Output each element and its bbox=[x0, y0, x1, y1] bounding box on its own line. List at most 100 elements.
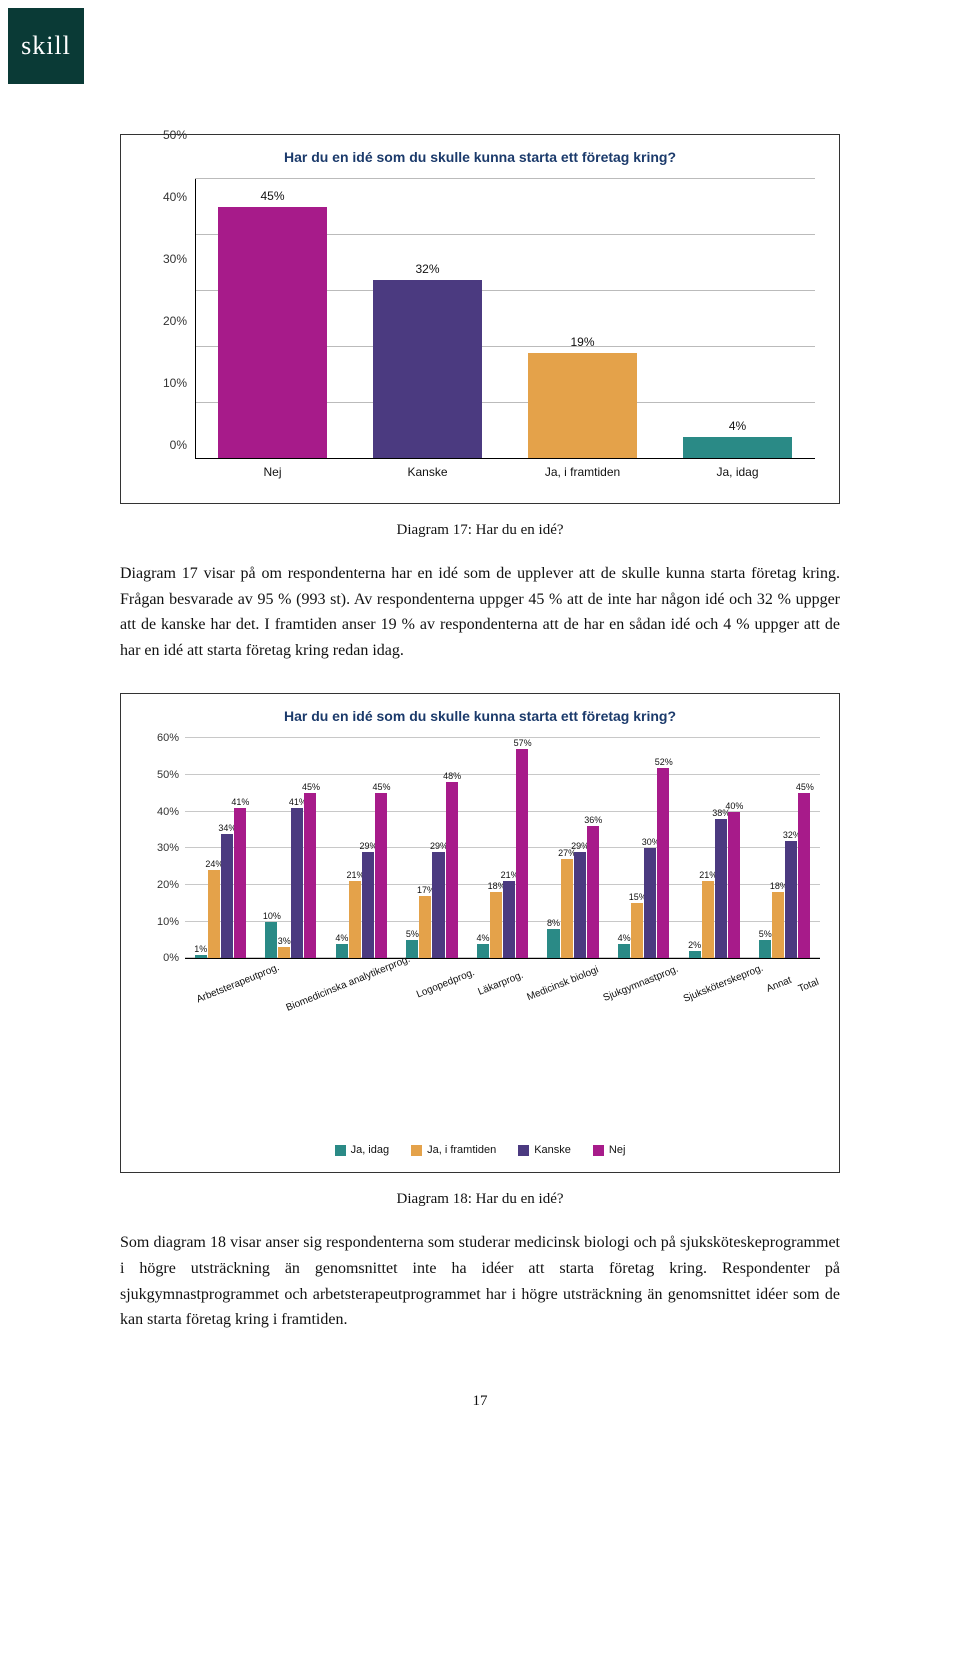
chart2-value-label: 36% bbox=[584, 815, 601, 826]
chart2-bar: 4% bbox=[336, 944, 348, 959]
chart2-bar: 45% bbox=[304, 793, 316, 958]
chart2-frame: Har du en idé som du skulle kunna starta… bbox=[120, 693, 840, 1173]
chart2-bar: 41% bbox=[234, 808, 246, 958]
chart2: 1%24%34%41%10%3%41%45%4%21%29%45%5%17%29… bbox=[135, 738, 825, 1138]
chart2-ytick: 40% bbox=[135, 806, 179, 818]
chart2-value-label: 21% bbox=[346, 870, 363, 881]
chart2-bar: 2% bbox=[689, 951, 701, 958]
chart2-bar: 48% bbox=[446, 782, 458, 958]
legend-label: Ja, idag bbox=[351, 1144, 390, 1156]
chart2-value-label: 4% bbox=[333, 933, 350, 944]
chart2-value-label: 21% bbox=[501, 870, 518, 881]
legend-label: Nej bbox=[609, 1144, 626, 1156]
chart2-title: Har du en idé som du skulle kunna starta… bbox=[135, 708, 825, 724]
chart2-value-label: 45% bbox=[302, 782, 319, 793]
chart1-value-label: 32% bbox=[373, 262, 482, 280]
chart2-value-label: 48% bbox=[443, 771, 460, 782]
chart1-xtick: Ja, i framtiden bbox=[505, 459, 660, 489]
chart2-value-label: 5% bbox=[404, 929, 421, 940]
chart2-bar: 15% bbox=[631, 903, 643, 958]
chart1-bar: 45% bbox=[218, 207, 327, 459]
chart1-title: Har du en idé som du skulle kunna starta… bbox=[135, 149, 825, 165]
chart2-xtick: Annat bbox=[758, 956, 798, 995]
chart2-value-label: 8% bbox=[545, 918, 562, 929]
chart2-caption: Diagram 18: Har du en idé? bbox=[120, 1191, 840, 1208]
chart2-value-label: 17% bbox=[417, 885, 434, 896]
chart2-value-label: 30% bbox=[642, 837, 659, 848]
chart1-value-label: 4% bbox=[683, 419, 792, 437]
legend-swatch bbox=[411, 1145, 422, 1156]
chart2-ytick: 0% bbox=[135, 952, 179, 964]
chart2-value-label: 57% bbox=[514, 738, 531, 749]
chart1-xtick: Nej bbox=[195, 459, 350, 489]
chart2-bar: 57% bbox=[516, 749, 528, 958]
chart2-value-label: 52% bbox=[655, 757, 672, 768]
chart1: 45% 32% 19% 4% NejKanskeJa, i framtidenJa, … bbox=[135, 179, 825, 489]
chart2-value-label: 34% bbox=[218, 823, 235, 834]
chart2-bar: 30% bbox=[644, 848, 656, 958]
chart1-value-label: 45% bbox=[218, 189, 327, 207]
paragraph-1: Diagram 17 visar på om respondenterna ha… bbox=[120, 561, 840, 663]
chart2-bar: 3% bbox=[278, 947, 290, 958]
chart1-xtick: Ja, idag bbox=[660, 459, 815, 489]
chart2-ytick: 10% bbox=[135, 916, 179, 928]
chart2-bar: 21% bbox=[503, 881, 515, 958]
chart1-frame: Har du en idé som du skulle kunna starta… bbox=[120, 134, 840, 504]
chart1-ytick: 50% bbox=[135, 128, 187, 142]
chart1-ytick: 10% bbox=[135, 376, 187, 390]
chart2-bar: 8% bbox=[547, 929, 559, 958]
chart2-value-label: 4% bbox=[616, 933, 633, 944]
chart2-value-label: 40% bbox=[725, 801, 742, 812]
chart2-value-label: 21% bbox=[699, 870, 716, 881]
legend-swatch bbox=[593, 1145, 604, 1156]
logo: skill bbox=[8, 8, 84, 84]
chart2-value-label: 18% bbox=[488, 881, 505, 892]
paragraph-2: Som diagram 18 visar anser sig responden… bbox=[120, 1230, 840, 1332]
chart2-value-label: 3% bbox=[276, 936, 293, 947]
chart2-value-label: 2% bbox=[686, 940, 703, 951]
chart2-value-label: 5% bbox=[757, 929, 774, 940]
legend-label: Kanske bbox=[534, 1144, 571, 1156]
chart2-bar: 21% bbox=[349, 881, 361, 958]
chart2-value-label: 4% bbox=[475, 933, 492, 944]
chart2-bar: 29% bbox=[362, 852, 374, 958]
chart2-bar: 24% bbox=[208, 870, 220, 958]
chart2-bar: 40% bbox=[728, 812, 740, 959]
chart1-xtick: Kanske bbox=[350, 459, 505, 489]
chart2-ytick: 50% bbox=[135, 769, 179, 781]
chart1-ytick: 40% bbox=[135, 190, 187, 204]
chart2-value-label: 29% bbox=[571, 841, 588, 852]
chart2-value-label: 41% bbox=[231, 797, 248, 808]
chart2-bar: 45% bbox=[375, 793, 387, 958]
chart1-value-label: 19% bbox=[528, 335, 637, 353]
chart1-caption: Diagram 17: Har du en idé? bbox=[120, 522, 840, 539]
chart2-ytick: 60% bbox=[135, 732, 179, 744]
chart2-bar: 4% bbox=[618, 944, 630, 959]
chart2-value-label: 29% bbox=[430, 841, 447, 852]
chart2-bar: 45% bbox=[798, 793, 810, 958]
chart2-xtick: Total bbox=[790, 956, 830, 995]
chart2-bar: 4% bbox=[477, 944, 489, 959]
chart2-bar: 21% bbox=[702, 881, 714, 958]
chart1-bar: 4% bbox=[683, 437, 792, 459]
legend-swatch bbox=[335, 1145, 346, 1156]
chart2-bar: 38% bbox=[715, 819, 727, 958]
chart2-value-label: 15% bbox=[629, 892, 646, 903]
chart2-value-label: 32% bbox=[783, 830, 800, 841]
legend-swatch bbox=[518, 1145, 529, 1156]
chart2-bar: 34% bbox=[221, 834, 233, 959]
chart2-value-label: 41% bbox=[289, 797, 306, 808]
chart2-value-label: 45% bbox=[373, 782, 390, 793]
chart2-bar: 29% bbox=[432, 852, 444, 958]
chart2-value-label: 45% bbox=[796, 782, 813, 793]
chart2-bar: 5% bbox=[759, 940, 771, 958]
chart1-bar: 32% bbox=[373, 280, 482, 459]
chart2-bar: 17% bbox=[419, 896, 431, 958]
chart2-value-label: 1% bbox=[192, 944, 209, 955]
chart2-bar: 52% bbox=[657, 768, 669, 959]
chart2-value-label: 24% bbox=[205, 859, 222, 870]
chart2-ytick: 20% bbox=[135, 879, 179, 891]
chart2-value-label: 29% bbox=[359, 841, 376, 852]
legend-item: Ja, i framtiden bbox=[411, 1144, 496, 1156]
chart1-ytick: 20% bbox=[135, 314, 187, 328]
